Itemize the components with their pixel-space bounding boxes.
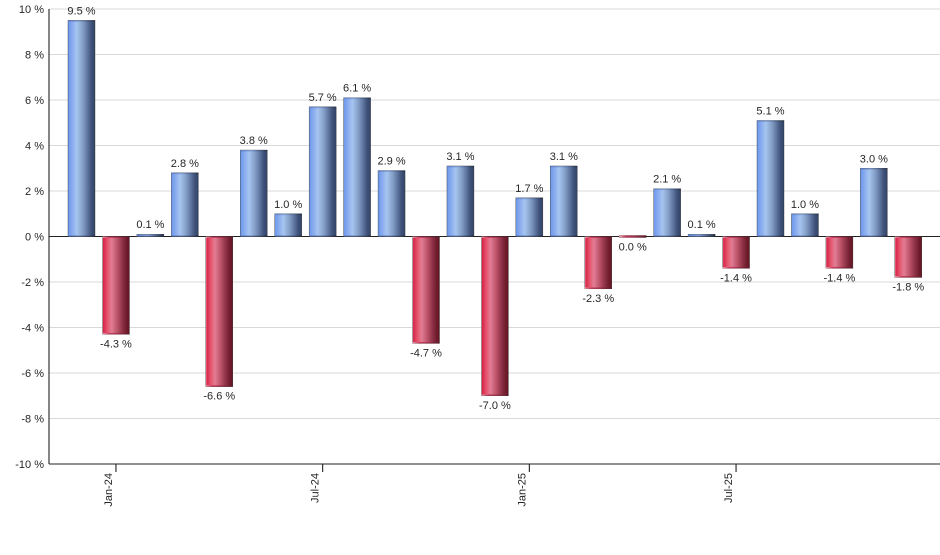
svg-text:-1.4 %: -1.4 % (824, 272, 856, 284)
svg-text:-4 %: -4 % (21, 323, 44, 335)
svg-text:0.1 %: 0.1 % (688, 219, 716, 231)
svg-text:-4.3 %: -4.3 % (100, 338, 132, 350)
svg-text:1.0 %: 1.0 % (791, 199, 819, 211)
svg-text:4 %: 4 % (25, 141, 44, 153)
svg-text:-6 %: -6 % (21, 368, 44, 380)
svg-text:3.1 %: 3.1 % (446, 151, 474, 163)
svg-text:-1.4 %: -1.4 % (720, 272, 752, 284)
svg-text:2.9 %: 2.9 % (377, 156, 405, 168)
svg-text:3.8 %: 3.8 % (240, 135, 268, 147)
svg-text:9.5 %: 9.5 % (67, 5, 95, 17)
svg-text:2 %: 2 % (25, 186, 44, 198)
svg-text:-7.0 %: -7.0 % (479, 400, 511, 412)
svg-text:Jul-24: Jul-24 (310, 473, 322, 503)
svg-text:1.0 %: 1.0 % (274, 199, 302, 211)
svg-text:1.7 %: 1.7 % (515, 183, 543, 195)
svg-text:Jul-25: Jul-25 (723, 473, 735, 503)
svg-text:0.0 %: 0.0 % (619, 242, 647, 254)
svg-text:3.1 %: 3.1 % (550, 151, 578, 163)
svg-text:-6.6 %: -6.6 % (203, 391, 235, 403)
svg-text:-8 %: -8 % (21, 414, 44, 426)
svg-text:-1.8 %: -1.8 % (892, 281, 924, 293)
svg-text:2.8 %: 2.8 % (171, 158, 199, 170)
svg-text:-2.3 %: -2.3 % (582, 293, 614, 305)
svg-text:3.0 %: 3.0 % (860, 153, 888, 165)
svg-text:6.1 %: 6.1 % (343, 83, 371, 95)
svg-text:-2 %: -2 % (21, 277, 44, 289)
svg-text:Jan-25: Jan-25 (516, 473, 528, 507)
svg-text:5.7 %: 5.7 % (309, 92, 337, 104)
svg-text:Jan-24: Jan-24 (103, 473, 115, 507)
svg-text:10 %: 10 % (19, 4, 44, 16)
svg-text:6 %: 6 % (25, 95, 44, 107)
svg-text:0.1 %: 0.1 % (136, 219, 164, 231)
svg-text:5.1 %: 5.1 % (756, 105, 784, 117)
svg-text:2.1 %: 2.1 % (653, 174, 681, 186)
svg-text:0 %: 0 % (25, 232, 44, 244)
svg-text:-10 %: -10 % (15, 459, 44, 471)
svg-text:-4.7 %: -4.7 % (410, 347, 442, 359)
svg-text:8 %: 8 % (25, 50, 44, 62)
